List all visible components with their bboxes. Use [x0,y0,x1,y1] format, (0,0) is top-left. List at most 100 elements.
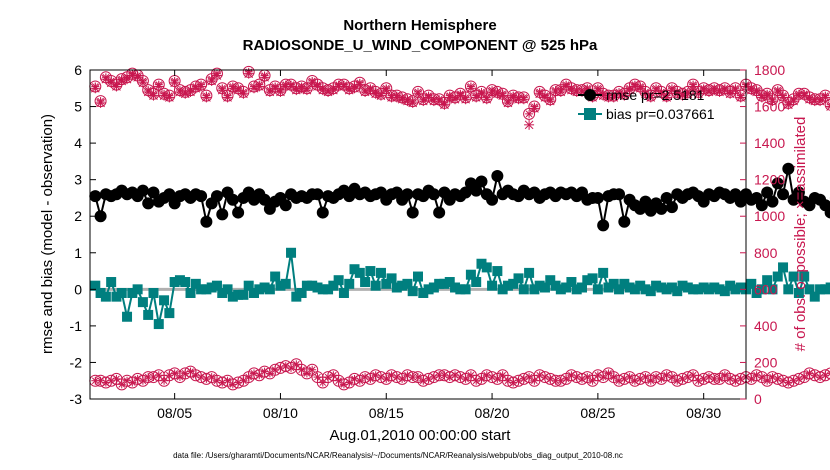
rmse-point [613,188,626,201]
bias-point [137,297,148,308]
assimilated-point [439,99,450,110]
assim-d2 [477,89,486,99]
bias-point [508,278,519,289]
y-tick-label: 5 [74,99,82,115]
y-axis-right: 0 200 400 600 800 1000 1200 1400 1600 1800 [740,62,785,407]
bias-point [143,309,154,320]
bias-point [397,280,408,291]
assim-d2 [731,85,740,95]
bias-point [238,289,249,300]
bias-point [672,286,683,297]
rmse-point [163,188,176,201]
assim-d2 [217,85,227,95]
x-axis: 08/05 08/10 08/15 08/20 08/25 08/30 [157,70,721,421]
assim-d2 [339,82,349,91]
assim-d2 [440,100,449,110]
bias-point [815,284,826,295]
assim-d2 [540,93,550,102]
bias-point [619,278,630,289]
bias-point [365,266,376,277]
series-possible-lower [89,358,830,391]
series-bias [90,247,830,330]
bias-point [656,282,667,293]
assim-d2 [196,82,206,91]
assim-d2 [408,98,418,108]
assim-d2 [720,85,730,95]
assim-d2 [625,85,634,95]
bias-point [301,280,312,291]
assim-d2 [159,91,169,100]
assim-d2 [630,82,640,91]
bias-point [799,271,810,282]
bias-point [709,282,720,293]
assim-d2 [323,87,333,97]
y-axis-label: rmse and bias (model - observation) [39,114,56,354]
possible-d2 [287,364,295,372]
assim-d2 [350,83,359,93]
assimilated-point [645,92,656,103]
assim-d2 [821,93,830,102]
bias-point [328,280,339,291]
assimilated-point [661,92,672,103]
bias-point [227,291,238,302]
assimilated-point [159,90,170,101]
bias-point [317,284,328,295]
assim-d2 [270,83,280,93]
bias-point [582,275,593,286]
possible-d2 [610,373,618,381]
possible-d1 [827,370,830,374]
bias-point [645,286,656,297]
bias-point [703,284,714,295]
assimilated-point [545,96,556,107]
possible-d2 [308,366,316,374]
assim-d2 [805,94,814,104]
assimilated-point [217,85,228,96]
possible-d2 [642,373,649,381]
assim-d2 [778,93,788,102]
bias-point [349,264,360,275]
possible-d2 [658,375,665,383]
y-tick-label: 0 [74,281,82,297]
possible-d2 [747,375,755,383]
possible-d2 [255,371,263,379]
rmse-point [777,188,790,201]
assim-d2 [768,96,777,106]
bias-point [598,267,609,278]
assim-d2 [709,85,719,95]
possible-d2 [531,377,538,385]
bias-point [381,278,392,289]
bias-point [550,280,561,291]
assim-d2 [508,93,518,102]
rmse-point [89,190,102,203]
assim-d2 [318,85,328,95]
assim-d2 [598,91,608,100]
possible-circle [819,369,830,382]
assim-d2 [170,78,179,88]
assim-d2 [165,93,174,102]
y-tick-label: 1 [74,245,82,261]
rmse-point [618,215,631,228]
possible-d2 [589,377,596,385]
assimilated-point [672,88,683,99]
assimilated-point [222,92,233,103]
bias-point [307,280,318,291]
bias-point [106,277,117,288]
assimilated-point [349,83,360,94]
bias-point [714,284,725,295]
assim-d2 [302,85,312,95]
possible-d2 [758,373,766,381]
bias-point [778,262,789,273]
assimilated-point [238,88,249,99]
rmse-point [591,191,604,204]
possible-d2 [478,375,485,383]
y-tick-label: 2 [74,208,82,224]
bias-point [428,282,439,293]
bias-point [159,295,170,306]
assim-d2 [455,91,465,100]
possible-d2 [208,373,216,381]
assim-d2 [313,82,322,91]
bias-point [185,287,196,298]
bias-point [608,278,619,289]
possible-d2 [562,375,570,383]
bias-point [539,282,550,293]
